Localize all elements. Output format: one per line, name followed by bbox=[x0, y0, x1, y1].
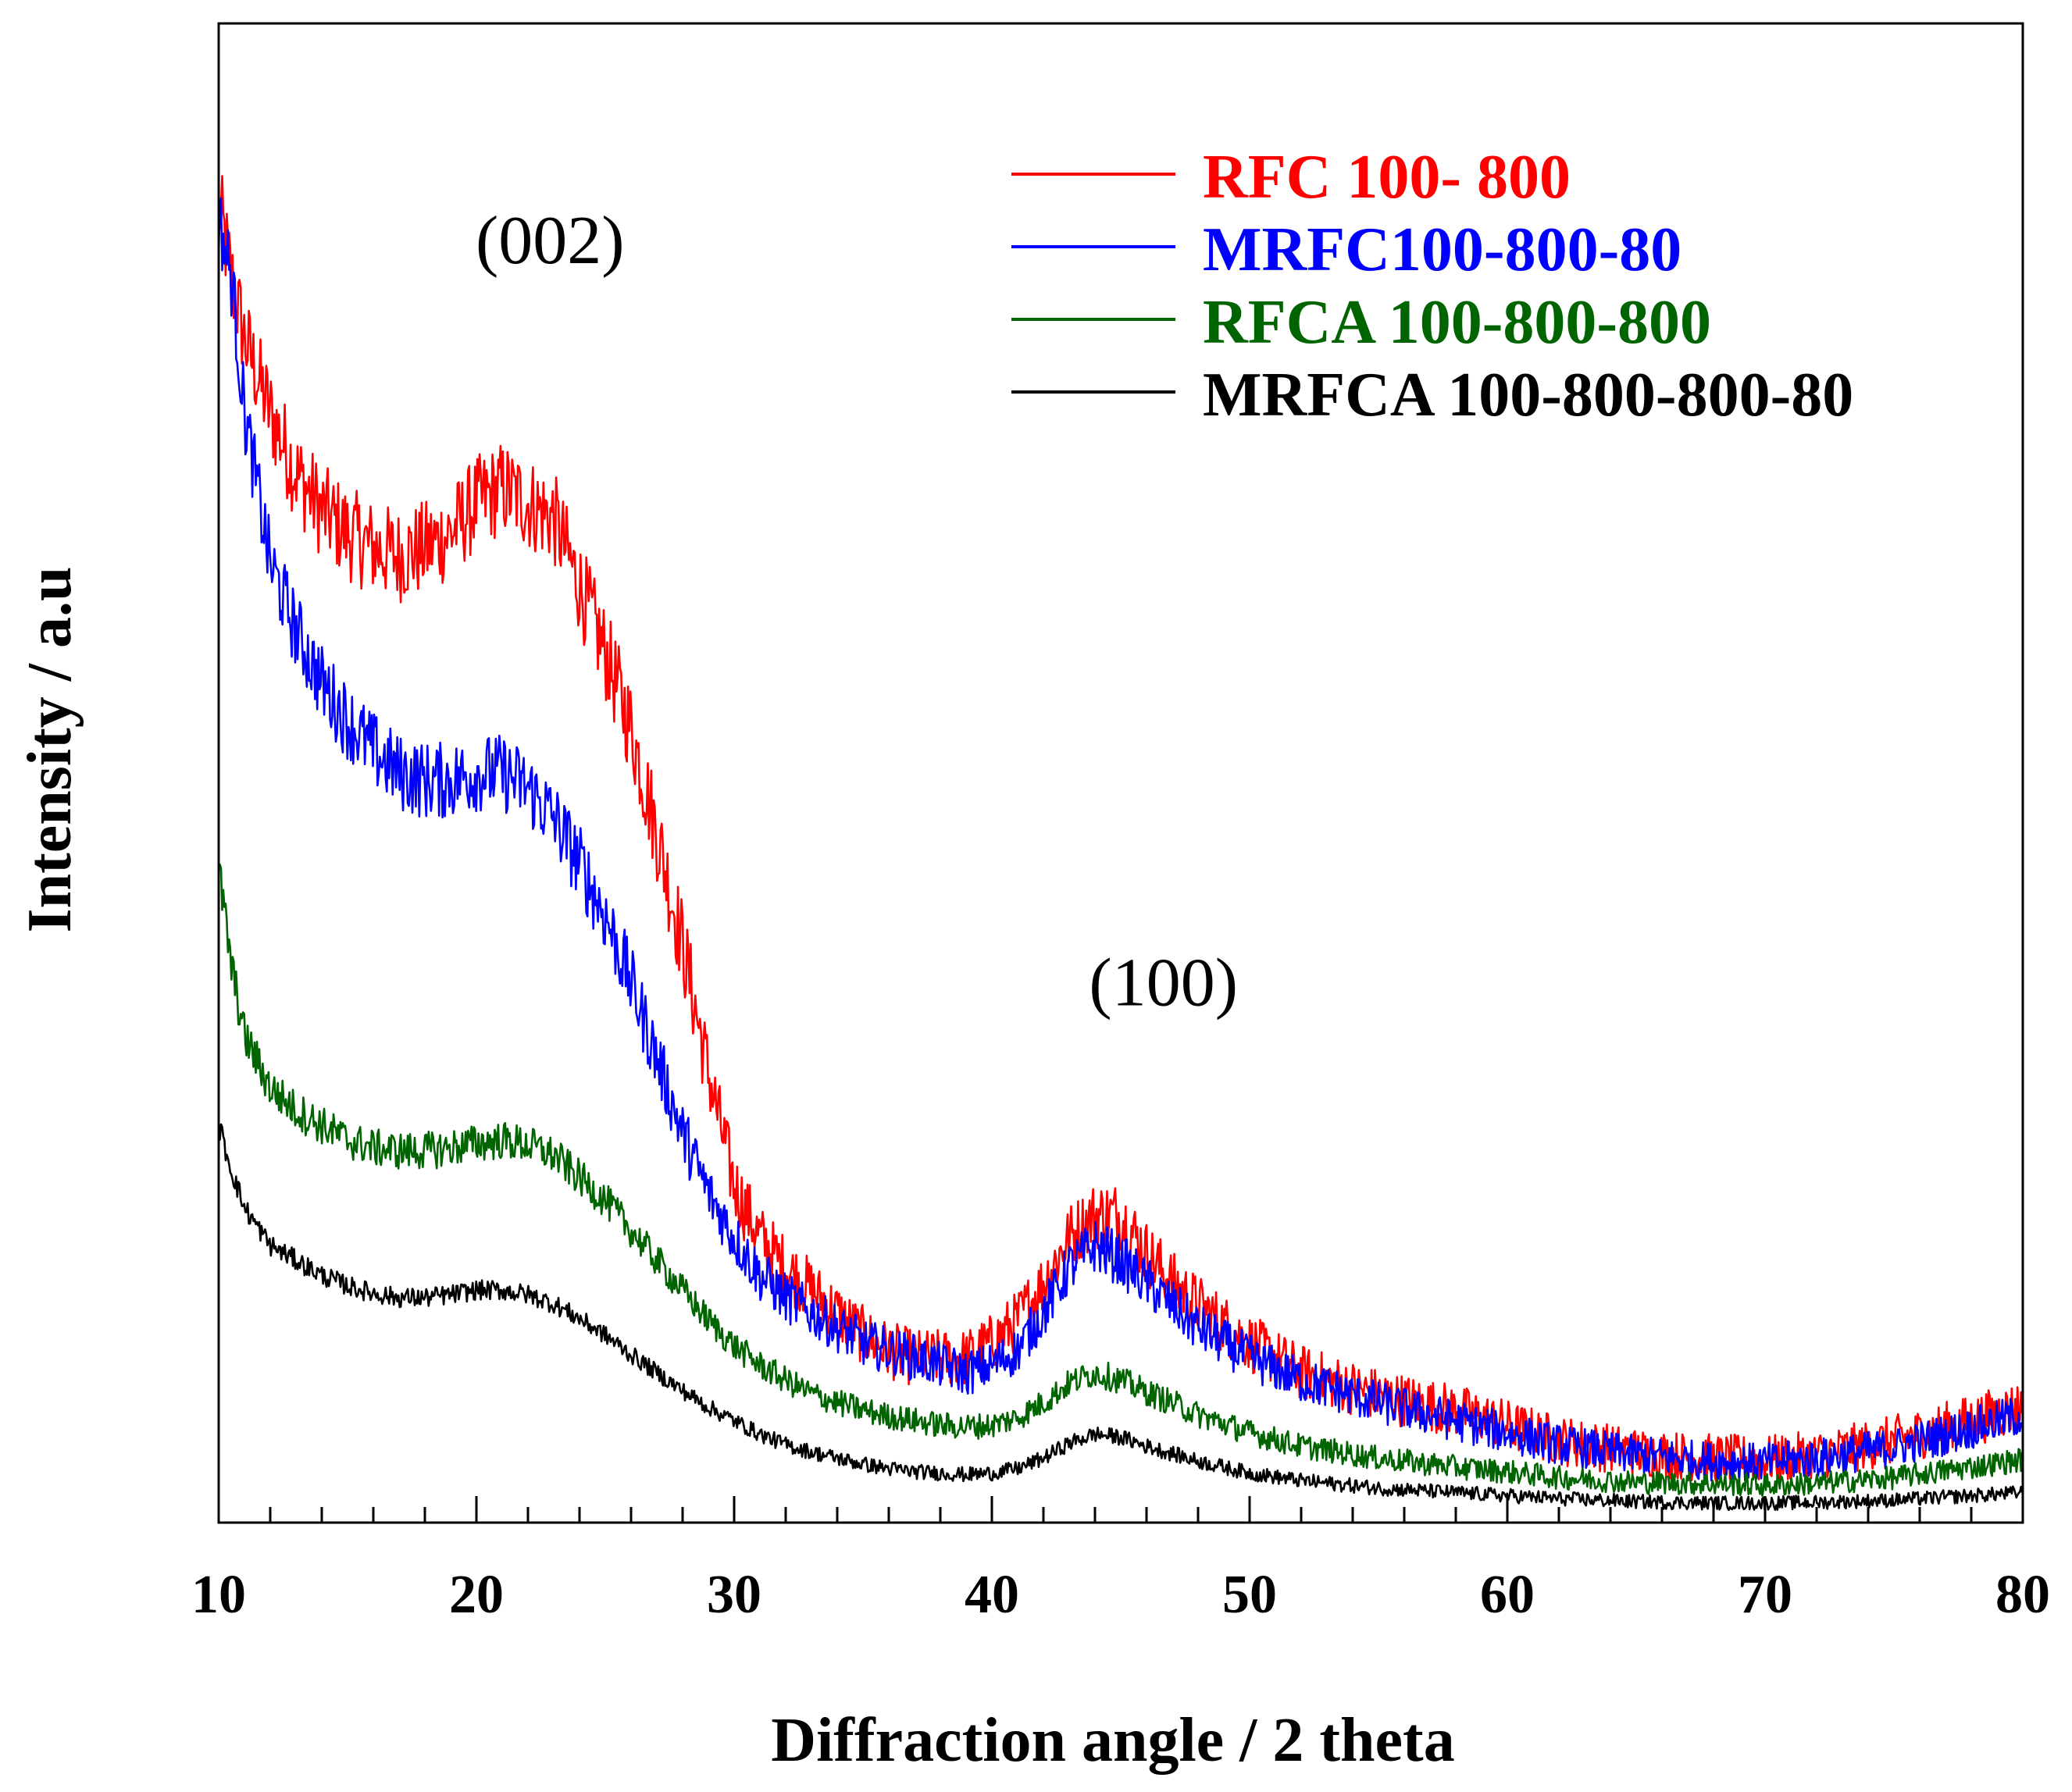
series-2 bbox=[217, 197, 2024, 1483]
x-tick-label: 40 bbox=[965, 1565, 1019, 1625]
series-1 bbox=[217, 175, 2024, 1483]
x-tick-label: 80 bbox=[1995, 1565, 2050, 1625]
x-tick-label: 20 bbox=[449, 1565, 504, 1625]
series-layer bbox=[217, 175, 2024, 1512]
labels-layer: 10 20 30 40 50 60 70 80 Diffraction angle / 2 th… bbox=[16, 203, 2050, 1775]
axes-layer bbox=[217, 22, 2024, 1524]
x-tick-label: 50 bbox=[1222, 1565, 1277, 1625]
legend-label-4: MRFCA 100-800-800-80 bbox=[1203, 361, 1853, 429]
x-axis-title: Diffraction angle / 2 theta bbox=[771, 1706, 1454, 1775]
legend-label-2: MRFC100-800-80 bbox=[1203, 216, 1681, 284]
legend-label-1: RFC 100- 800 bbox=[1203, 143, 1571, 212]
x-tick-label: 70 bbox=[1738, 1565, 1792, 1625]
series-line-4 bbox=[217, 1123, 2024, 1512]
peak-annotation: (100) bbox=[1089, 946, 1238, 1021]
legend-label-3: RFCA 100-800-800 bbox=[1203, 288, 1711, 357]
series-4 bbox=[217, 1123, 2024, 1512]
series-3 bbox=[217, 863, 2024, 1497]
x-tick-label: 30 bbox=[707, 1565, 761, 1625]
series-line-3 bbox=[217, 863, 2024, 1497]
peak-annotation: (002) bbox=[476, 203, 625, 279]
x-tick-label: 10 bbox=[191, 1565, 246, 1625]
x-tick-label: 60 bbox=[1480, 1565, 1535, 1625]
plot-frame bbox=[217, 22, 2024, 1524]
y-axis-title: Intensity / a.u bbox=[16, 567, 84, 933]
series-line-1 bbox=[217, 175, 2024, 1483]
series-line-2 bbox=[217, 197, 2024, 1483]
